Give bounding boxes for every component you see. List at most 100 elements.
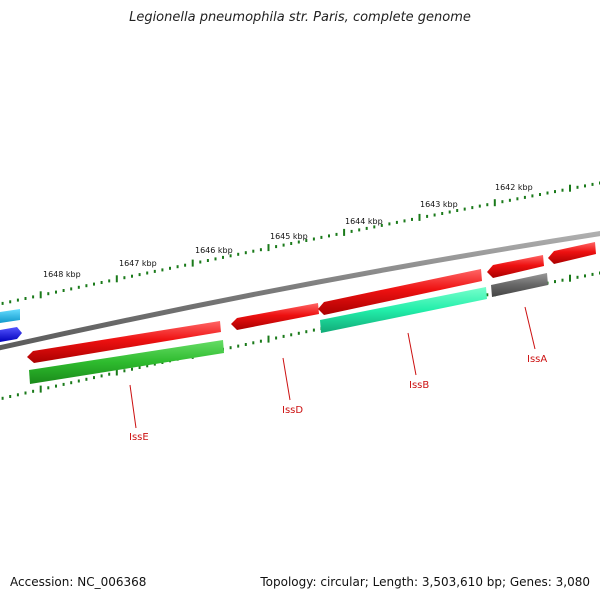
- minor-tick: [146, 364, 149, 368]
- gene-IssB: [320, 287, 487, 333]
- minor-tick: [584, 274, 586, 278]
- major-tick: [418, 213, 421, 221]
- minor-tick: [9, 300, 12, 304]
- major-tick: [267, 335, 270, 343]
- minor-tick: [365, 226, 368, 230]
- minor-tick: [358, 228, 361, 232]
- minor-tick: [93, 282, 95, 286]
- major-tick: [493, 199, 496, 207]
- minor-tick: [312, 237, 315, 241]
- accession-text: Accession: NC_006368: [10, 575, 147, 589]
- minor-tick: [531, 194, 534, 198]
- minor-tick: [153, 269, 156, 273]
- minor-tick: [395, 220, 398, 224]
- minor-tick: [584, 184, 586, 188]
- minor-tick: [501, 200, 504, 204]
- minor-tick: [290, 333, 293, 337]
- scale-label-1642: 1642 kbp: [495, 183, 533, 192]
- minor-tick: [388, 222, 391, 226]
- minor-tick: [320, 235, 323, 239]
- major-tick: [115, 275, 118, 283]
- minor-tick: [554, 190, 556, 194]
- minor-tick: [523, 195, 526, 199]
- minor-tick: [576, 185, 579, 189]
- cyan-feature: [0, 309, 20, 323]
- major-tick: [569, 184, 571, 192]
- minor-tick: [138, 366, 141, 369]
- forward-cds-4: [487, 255, 544, 278]
- scale-label-1647: 1647 kbp: [119, 259, 157, 268]
- minor-tick: [297, 240, 300, 244]
- minor-tick: [244, 251, 247, 255]
- minor-tick: [77, 285, 80, 289]
- minor-tick: [290, 242, 293, 245]
- minor-tick: [539, 193, 541, 196]
- minor-tick: [312, 328, 315, 332]
- minor-tick: [77, 379, 80, 383]
- scale-label-1644: 1644 kbp: [345, 217, 383, 226]
- minor-tick: [229, 346, 232, 350]
- minor-tick: [546, 191, 549, 195]
- minor-tick: [108, 372, 111, 376]
- minor-tick: [214, 257, 217, 261]
- minor-tick: [199, 260, 202, 264]
- minor-tick: [32, 389, 35, 393]
- minor-tick: [478, 204, 481, 208]
- gene-label-IssE: IssE: [129, 432, 149, 443]
- major-tick: [191, 259, 194, 267]
- minor-tick: [169, 266, 171, 270]
- minor-tick: [222, 255, 224, 259]
- minor-tick: [206, 259, 209, 262]
- scale-label-1646: 1646 kbp: [195, 246, 233, 255]
- gene-IssA: [491, 273, 548, 297]
- minor-tick: [433, 213, 436, 217]
- minor-tick: [282, 334, 285, 338]
- minor-tick: [561, 278, 564, 282]
- minor-tick: [282, 243, 285, 247]
- minor-tick: [1, 396, 4, 400]
- major-tick: [343, 228, 346, 236]
- minor-tick: [403, 219, 406, 223]
- minor-tick: [138, 273, 141, 277]
- minor-tick: [70, 287, 73, 291]
- minor-tick: [380, 223, 383, 227]
- minor-tick: [335, 232, 338, 236]
- blue-feature: [0, 327, 22, 342]
- minor-tick: [47, 292, 50, 296]
- minor-tick: [516, 197, 519, 201]
- minor-tick: [508, 198, 511, 202]
- minor-tick: [131, 367, 133, 371]
- minor-tick: [252, 249, 255, 253]
- major-tick: [569, 274, 571, 282]
- minor-tick: [24, 391, 27, 395]
- minor-tick: [305, 330, 308, 334]
- minor-tick: [85, 284, 88, 288]
- minor-tick: [591, 182, 594, 186]
- minor-tick: [85, 377, 88, 381]
- minor-tick: [55, 290, 57, 294]
- minor-tick: [305, 239, 308, 242]
- minor-tick: [456, 209, 459, 212]
- forward-cds-1: [27, 321, 221, 363]
- gene-leader-lines: [129, 306, 536, 429]
- minor-tick: [47, 386, 50, 390]
- minor-tick: [486, 203, 489, 207]
- minor-tick: [176, 265, 179, 269]
- minor-tick: [554, 280, 556, 284]
- gene-label-IssB: IssB: [409, 380, 429, 391]
- major-tick: [115, 368, 118, 376]
- minor-tick: [259, 248, 262, 252]
- minor-tick: [252, 341, 255, 345]
- minor-tick: [1, 301, 4, 305]
- scale-label-1648: 1648 kbp: [43, 270, 81, 279]
- minor-tick: [275, 336, 278, 340]
- minor-tick: [576, 275, 579, 279]
- minor-tick: [328, 234, 330, 238]
- minor-tick: [259, 339, 262, 343]
- minor-tick: [9, 395, 12, 398]
- minor-tick: [471, 206, 474, 210]
- minor-tick: [153, 362, 156, 366]
- major-tick: [39, 385, 42, 393]
- genome-summary-text: Topology: circular; Length: 3,503,610 bp…: [260, 575, 590, 589]
